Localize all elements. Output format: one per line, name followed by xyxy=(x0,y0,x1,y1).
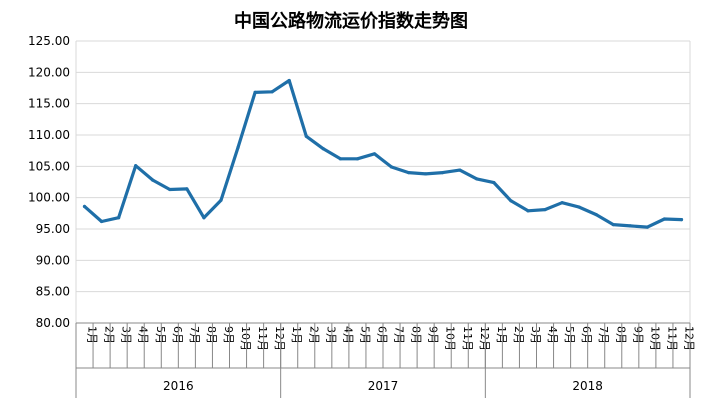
month-tick-label: 3月 xyxy=(120,326,133,344)
month-tick-label: 11月 xyxy=(461,326,474,351)
month-tick-label: 1月 xyxy=(290,326,303,344)
data-point xyxy=(355,157,360,161)
data-point xyxy=(134,164,138,168)
y-tick-label: 110.00 xyxy=(28,128,70,142)
data-point xyxy=(492,181,496,185)
data-point xyxy=(219,198,223,202)
data-point xyxy=(202,216,206,220)
y-tick-label: 85.00 xyxy=(36,285,70,299)
month-tick-label: 8月 xyxy=(614,326,627,344)
data-point xyxy=(424,172,428,176)
y-tick-label: 120.00 xyxy=(28,65,70,79)
data-point xyxy=(117,216,121,220)
month-tick-label: 12月 xyxy=(478,326,491,351)
data-point xyxy=(389,165,394,169)
month-tick-label: 11月 xyxy=(665,326,678,351)
month-tick-label: 4月 xyxy=(137,326,150,344)
month-tick-label: 5月 xyxy=(563,326,576,344)
data-point xyxy=(236,145,240,150)
data-point xyxy=(185,187,189,191)
y-tick-label: 115.00 xyxy=(28,97,70,111)
data-point xyxy=(645,225,649,229)
data-point xyxy=(662,217,667,221)
month-tick-label: 12月 xyxy=(682,326,695,351)
month-tick-label: 5月 xyxy=(358,326,371,344)
data-point xyxy=(441,171,445,175)
month-tick-label: 7月 xyxy=(188,326,201,344)
y-tick-label: 125.00 xyxy=(28,34,70,48)
y-tick-label: 80.00 xyxy=(36,316,70,330)
month-tick-label: 1月 xyxy=(495,326,508,344)
chart-title: 中国公路物流运价指数走势图 xyxy=(234,10,468,32)
month-tick-label: 7月 xyxy=(597,326,610,344)
y-tick-label: 105.00 xyxy=(28,159,70,173)
month-tick-label: 11月 xyxy=(256,326,269,351)
month-tick-label: 4月 xyxy=(546,326,559,344)
plot-area xyxy=(82,78,684,229)
data-point xyxy=(475,177,479,181)
y-tick-label: 90.00 xyxy=(36,253,70,267)
data-point xyxy=(253,90,257,94)
data-point xyxy=(82,204,87,209)
data-point xyxy=(679,218,684,222)
year-label: 2018 xyxy=(572,379,603,393)
data-point xyxy=(406,171,411,175)
month-tick-label: 2月 xyxy=(512,326,525,344)
data-point xyxy=(287,78,291,83)
data-point xyxy=(594,212,598,217)
month-tick-label: 7月 xyxy=(393,326,406,344)
y-axis: 80.00 85.00 90.00 95.00 100.00 105.00 110.00 11… xyxy=(28,34,70,330)
month-tick-label: 3月 xyxy=(529,326,542,344)
data-point xyxy=(628,224,632,228)
data-point xyxy=(611,223,615,227)
data-point xyxy=(304,134,308,138)
month-tick-label: 1月 xyxy=(86,326,99,344)
month-tick-label: 6月 xyxy=(171,326,184,344)
month-tick-label: 9月 xyxy=(631,326,644,344)
data-point xyxy=(99,219,104,224)
data-point xyxy=(168,187,172,192)
data-point xyxy=(321,147,325,151)
month-tick-label: 10月 xyxy=(444,326,457,351)
month-tick-label: 10月 xyxy=(239,326,252,351)
month-tick-label: 6月 xyxy=(580,326,593,344)
month-tick-label: 12月 xyxy=(273,326,286,351)
series-line xyxy=(82,78,684,229)
month-tick-label: 9月 xyxy=(222,326,235,344)
month-tick-label: 5月 xyxy=(154,326,167,344)
data-point xyxy=(577,205,581,209)
year-label: 2016 xyxy=(163,379,194,393)
year-label: 2017 xyxy=(368,379,399,393)
gridlines xyxy=(75,40,691,324)
month-tick-label: 6月 xyxy=(375,326,388,344)
y-tick-label: 95.00 xyxy=(36,222,70,236)
month-tick-label: 4月 xyxy=(341,326,354,344)
data-point xyxy=(372,152,377,156)
month-tick-label: 8月 xyxy=(205,326,218,344)
data-point xyxy=(270,90,274,94)
data-point xyxy=(338,157,342,161)
month-tick-label: 2月 xyxy=(307,326,320,344)
data-point xyxy=(458,168,462,172)
y-tick-label: 100.00 xyxy=(28,191,70,205)
month-tick-label: 3月 xyxy=(324,326,337,344)
month-tick-label: 10月 xyxy=(648,326,661,351)
month-tick-label: 2月 xyxy=(103,326,116,344)
month-tick-label: 8月 xyxy=(410,326,423,344)
data-point xyxy=(151,178,155,182)
data-point xyxy=(526,209,530,213)
data-point xyxy=(560,201,564,205)
month-tick-label: 9月 xyxy=(427,326,440,344)
data-point xyxy=(509,199,513,203)
data-point xyxy=(543,207,547,212)
